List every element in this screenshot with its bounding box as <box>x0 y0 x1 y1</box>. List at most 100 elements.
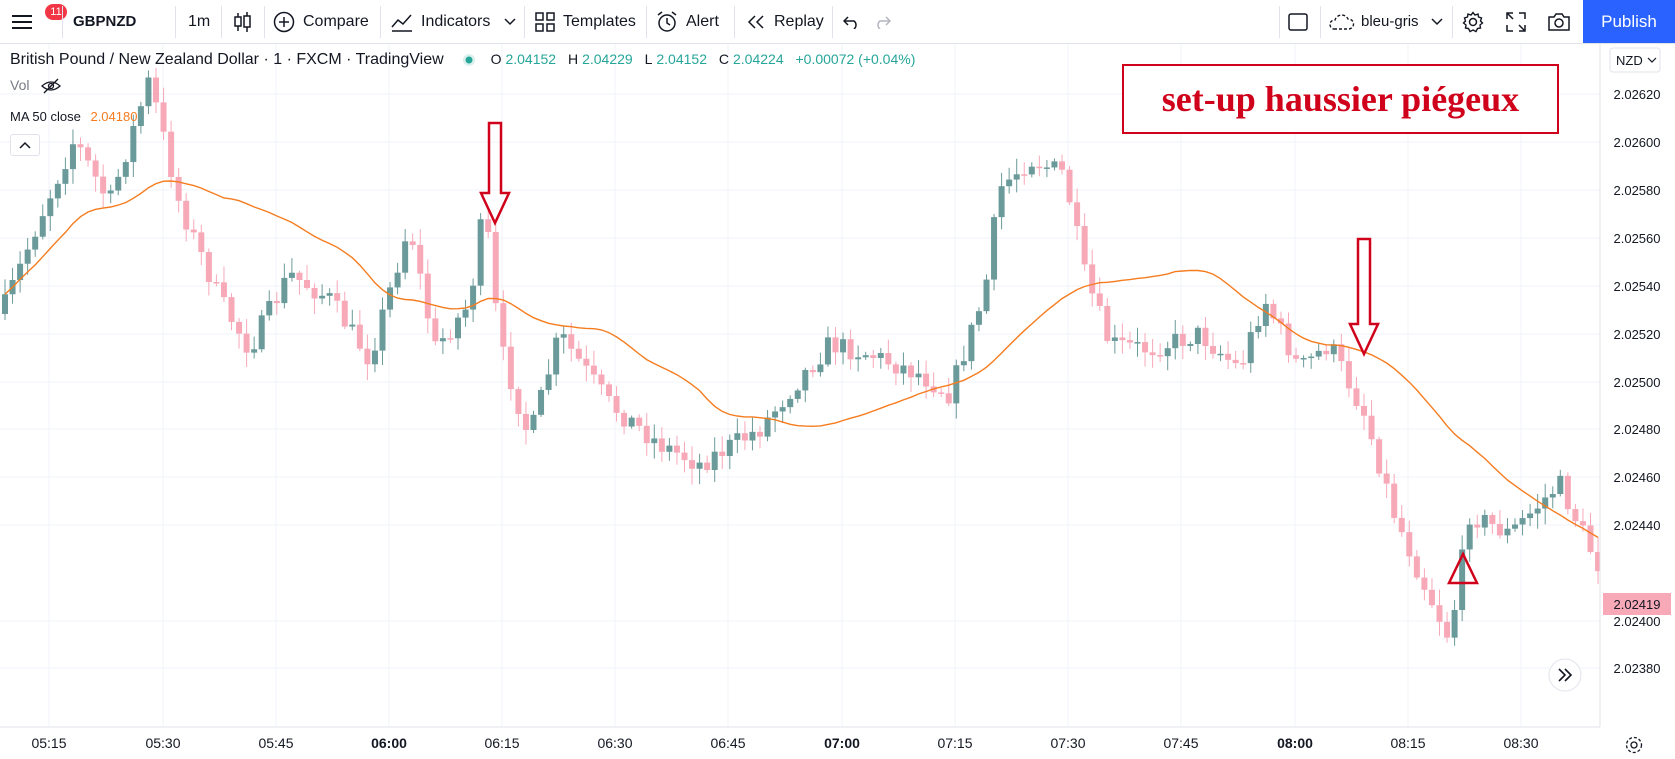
ma-legend[interactable]: MA 50 close 2.04180 <box>10 109 137 124</box>
symbol-search-button[interactable]: GBPNZD <box>73 13 137 30</box>
time-scale[interactable] <box>0 727 1675 759</box>
eye-crossed-icon[interactable] <box>41 78 62 94</box>
candle-body <box>1232 359 1239 364</box>
plus-circle-icon <box>273 11 295 32</box>
candle-body <box>945 393 952 404</box>
candle-body <box>1104 305 1111 341</box>
candle-body <box>1466 524 1473 550</box>
publish-button[interactable]: Publish <box>1583 0 1675 43</box>
volume-legend[interactable]: Vol <box>10 77 62 94</box>
last-price-label: 2.02419 <box>1614 597 1661 612</box>
indicators-dropdown-button[interactable] <box>504 0 516 43</box>
candle-body <box>1028 166 1035 175</box>
replay-label: Replay <box>774 12 824 30</box>
redo-button[interactable] <box>873 0 891 43</box>
y-tick-label: 2.02620 <box>1614 87 1661 102</box>
candle-body <box>251 349 258 353</box>
candle-body <box>2 294 8 314</box>
candle-body <box>1428 589 1435 606</box>
candle-body <box>1323 350 1330 355</box>
candle-body <box>447 338 454 340</box>
candle-body <box>840 339 847 353</box>
candle-body <box>122 162 129 177</box>
fullscreen-mode-button[interactable] <box>1288 0 1308 43</box>
candle-body <box>545 374 552 390</box>
annotation-text-box[interactable]: set-up haussier piégeux <box>1122 64 1559 134</box>
candle-body <box>787 398 794 408</box>
y-tick-label: 2.02400 <box>1614 614 1661 629</box>
candle-body <box>160 102 167 132</box>
candle-body <box>183 200 190 230</box>
expand-icon <box>1506 11 1526 32</box>
redo-icon <box>877 15 891 29</box>
candle-body <box>726 439 733 456</box>
candle-body <box>870 355 877 358</box>
replay-button[interactable]: Replay <box>746 0 824 43</box>
scroll-to-realtime-button[interactable] <box>1548 658 1582 692</box>
series-title[interactable]: British Pound / New Zealand Dollar · 1 ·… <box>10 51 444 68</box>
candle-body <box>1421 577 1428 590</box>
y-tick-label: 2.02440 <box>1614 518 1661 533</box>
candle-body <box>772 411 779 418</box>
x-tick-label: 05:45 <box>258 735 293 751</box>
down-arrow-icon <box>1348 237 1380 357</box>
candle-body <box>213 282 220 284</box>
candle-body <box>1187 343 1194 346</box>
candle-body <box>477 219 484 286</box>
ohlc-close: C 2.04224 <box>718 51 784 67</box>
chart-canvas[interactable]: 2.02620 2.02600 2.02580 2.02560 2.02540 2.025… <box>0 44 1675 759</box>
layout-button[interactable]: bleu-gris <box>1327 0 1443 43</box>
candle-body <box>681 452 688 461</box>
indicators-button[interactable]: Indicators <box>391 0 490 43</box>
candle-body <box>1089 264 1096 294</box>
candle-body <box>1225 353 1232 360</box>
snapshot-button[interactable] <box>1547 0 1571 43</box>
candle-body <box>1383 473 1390 484</box>
candle-body <box>394 272 401 288</box>
candle-body <box>236 321 243 334</box>
x-tick-label: 05:15 <box>31 735 66 751</box>
alert-label: Alert <box>686 12 719 30</box>
candle-body <box>1210 346 1216 354</box>
templates-button[interactable]: Templates <box>535 0 636 43</box>
templates-label: Templates <box>563 12 636 30</box>
candle-body <box>462 309 469 318</box>
candle-body <box>402 241 409 273</box>
candle-body <box>243 333 250 353</box>
candle-body <box>371 350 378 365</box>
y-tick-label: 2.02480 <box>1614 422 1661 437</box>
hamburger-icon <box>12 14 32 29</box>
compare-button[interactable]: Compare <box>273 0 369 43</box>
candles <box>2 68 1602 646</box>
candle-body <box>862 355 869 358</box>
candle-body <box>364 348 371 365</box>
candle-body <box>847 339 854 360</box>
currency-selector[interactable] <box>1609 47 1661 73</box>
maximize-button[interactable] <box>1506 0 1526 43</box>
x-tick-labels: 05:15 05:30 05:45 06:00 06:15 06:30 06:45 07:00… <box>31 735 1538 751</box>
candle-body <box>673 445 680 453</box>
settings-button[interactable] <box>1462 0 1484 43</box>
alert-button[interactable]: Alert <box>656 0 719 43</box>
candle-body <box>485 219 492 232</box>
candle-body <box>417 244 424 274</box>
candle-body <box>1459 549 1466 610</box>
x-tick-label: 06:00 <box>371 735 407 751</box>
last-price-badge <box>1603 593 1671 615</box>
candle-body <box>1074 202 1081 227</box>
series-legend: British Pound / New Zealand Dollar · 1 ·… <box>10 51 919 69</box>
collapse-legend-button[interactable] <box>10 134 40 156</box>
y-tick-label: 2.02580 <box>1614 183 1661 198</box>
interval-button[interactable]: 1m <box>188 12 211 30</box>
indicators-icon <box>391 14 412 32</box>
candle-body <box>809 369 816 373</box>
candle-body <box>1300 357 1307 360</box>
top-toolbar: 11 GBPNZD 1m Compare Indicators Template… <box>0 0 1675 44</box>
candle-body <box>319 295 326 299</box>
undo-button[interactable] <box>843 0 861 43</box>
candle-body <box>764 417 771 437</box>
timescale-settings-button[interactable] <box>1625 736 1643 754</box>
candle-body <box>492 231 499 304</box>
menu-button[interactable]: 11 <box>12 0 67 43</box>
chart-type-button[interactable] <box>233 0 253 43</box>
